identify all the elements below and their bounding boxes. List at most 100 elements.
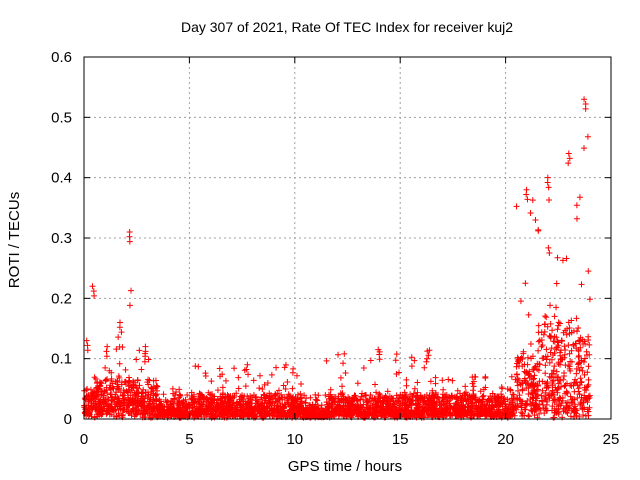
data-point bbox=[504, 406, 511, 413]
data-point bbox=[461, 404, 468, 411]
data-point bbox=[154, 407, 161, 414]
data-point bbox=[287, 403, 294, 410]
data-point bbox=[152, 377, 159, 384]
data-point bbox=[411, 385, 418, 392]
data-point bbox=[313, 412, 320, 419]
data-point bbox=[283, 394, 290, 401]
data-point bbox=[128, 384, 135, 391]
data-point bbox=[570, 341, 577, 348]
data-point bbox=[542, 389, 549, 396]
data-point bbox=[526, 368, 533, 375]
data-point bbox=[549, 403, 556, 410]
data-point bbox=[434, 394, 441, 401]
data-point bbox=[225, 393, 232, 400]
data-point bbox=[248, 403, 255, 410]
data-point bbox=[339, 390, 346, 397]
data-point bbox=[94, 379, 101, 386]
data-point bbox=[325, 411, 332, 418]
data-point bbox=[209, 406, 216, 413]
data-point bbox=[514, 358, 521, 365]
data-point bbox=[237, 406, 244, 413]
data-point bbox=[372, 405, 379, 412]
data-point bbox=[138, 402, 145, 409]
data-point bbox=[386, 393, 393, 400]
data-point bbox=[359, 390, 366, 397]
data-point bbox=[529, 197, 536, 204]
data-point bbox=[511, 412, 518, 419]
data-point bbox=[295, 402, 302, 409]
data-point bbox=[116, 385, 123, 392]
data-point bbox=[363, 397, 370, 404]
data-point bbox=[331, 398, 338, 405]
data-point bbox=[337, 374, 344, 381]
data-point bbox=[256, 372, 263, 379]
data-point bbox=[219, 384, 226, 391]
data-point bbox=[298, 380, 305, 387]
data-point bbox=[485, 397, 492, 404]
data-point bbox=[392, 357, 399, 364]
data-point bbox=[544, 323, 551, 330]
data-point bbox=[124, 396, 131, 403]
data-point bbox=[106, 367, 113, 374]
data-point bbox=[268, 371, 275, 378]
data-point bbox=[357, 396, 364, 403]
data-point bbox=[430, 406, 437, 413]
data-point bbox=[517, 402, 524, 409]
data-point bbox=[440, 386, 447, 393]
data-point bbox=[96, 383, 103, 390]
data-point bbox=[510, 391, 517, 398]
data-point bbox=[464, 408, 471, 415]
data-point bbox=[483, 408, 490, 415]
data-point bbox=[144, 392, 151, 399]
data-point bbox=[550, 367, 557, 374]
data-point bbox=[563, 408, 570, 415]
data-point bbox=[297, 390, 304, 397]
data-point bbox=[408, 407, 415, 414]
data-point bbox=[546, 196, 553, 203]
data-point bbox=[458, 403, 465, 410]
data-point bbox=[366, 407, 373, 414]
data-point bbox=[145, 356, 152, 363]
data-point bbox=[282, 412, 289, 419]
data-point bbox=[557, 361, 564, 368]
data-point bbox=[289, 385, 296, 392]
data-point bbox=[354, 380, 361, 387]
data-point bbox=[420, 399, 427, 406]
data-point bbox=[172, 411, 179, 418]
data-point bbox=[549, 327, 556, 334]
data-point bbox=[575, 353, 582, 360]
data-point bbox=[291, 396, 298, 403]
data-point bbox=[479, 393, 486, 400]
x-axis-label: GPS time / hours bbox=[288, 458, 402, 475]
data-point bbox=[543, 356, 550, 363]
data-point bbox=[562, 390, 569, 397]
data-point bbox=[553, 280, 560, 287]
data-point bbox=[582, 105, 589, 112]
data-point bbox=[563, 399, 570, 406]
data-point bbox=[331, 410, 338, 417]
data-point bbox=[556, 397, 563, 404]
data-point bbox=[449, 412, 456, 419]
data-point bbox=[529, 408, 536, 415]
data-point bbox=[307, 402, 314, 409]
data-point bbox=[189, 407, 196, 414]
data-point bbox=[278, 391, 285, 398]
data-point bbox=[519, 398, 526, 405]
data-point bbox=[535, 347, 542, 354]
data-point bbox=[534, 382, 541, 389]
data-point bbox=[546, 359, 553, 366]
y-tick-label: 0.2 bbox=[51, 290, 72, 307]
data-point bbox=[116, 400, 123, 407]
data-point bbox=[118, 412, 125, 419]
data-point bbox=[94, 392, 101, 399]
data-point bbox=[371, 395, 378, 402]
data-point bbox=[547, 349, 554, 356]
y-tick-label: 0.4 bbox=[51, 170, 72, 187]
data-point bbox=[540, 405, 547, 412]
data-point bbox=[586, 351, 593, 358]
data-point bbox=[274, 405, 281, 412]
data-point bbox=[328, 405, 335, 412]
data-point bbox=[397, 391, 404, 398]
data-point bbox=[402, 405, 409, 412]
